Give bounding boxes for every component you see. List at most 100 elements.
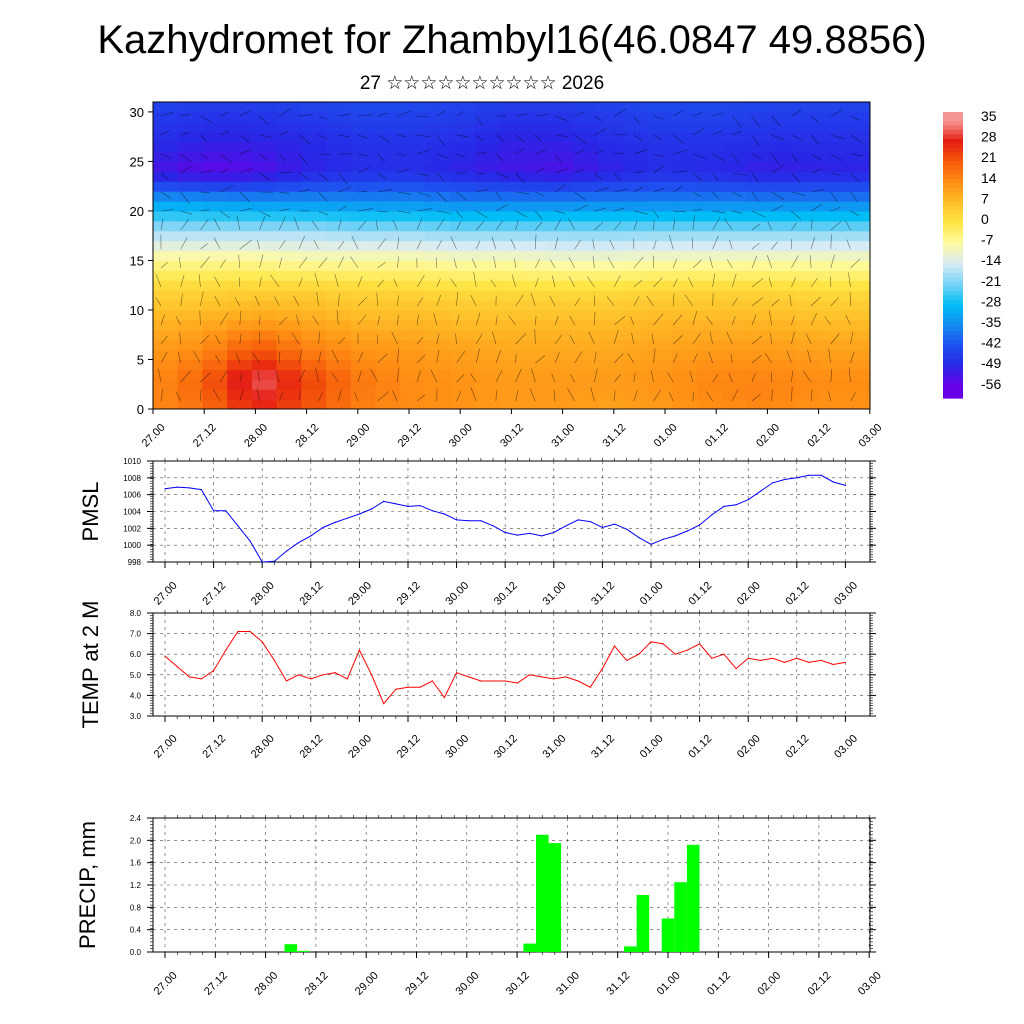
heatmap-cell bbox=[820, 191, 846, 202]
wind-vector bbox=[293, 295, 300, 307]
temp-point bbox=[686, 649, 689, 651]
wind-vector bbox=[828, 348, 832, 364]
heatmap-cell bbox=[375, 339, 401, 351]
heatmap-cell bbox=[573, 161, 599, 172]
wind-vector bbox=[850, 153, 863, 157]
heatmap-cell bbox=[474, 141, 500, 153]
heatmap-cell bbox=[177, 379, 204, 390]
heatmap-cell bbox=[499, 171, 525, 182]
heatmap-cell bbox=[672, 280, 698, 291]
heatmap-cell bbox=[202, 369, 228, 380]
prec-x-tick-label: 30.00 bbox=[454, 970, 482, 998]
wind-vector bbox=[554, 184, 566, 193]
heatmap-cell bbox=[474, 210, 500, 222]
colorbar-segment bbox=[943, 268, 963, 274]
heatmap-cell bbox=[375, 280, 401, 291]
heatmap-cell bbox=[622, 121, 649, 133]
wind-vector bbox=[569, 373, 575, 383]
wind-vector bbox=[751, 134, 760, 146]
heatmap-cell bbox=[771, 300, 797, 311]
wind-vector bbox=[416, 370, 421, 383]
heatmap-cell bbox=[153, 270, 179, 281]
wind-vector bbox=[554, 210, 566, 214]
chart-subtitle: 27 ☆☆☆☆☆☆☆☆☆☆ 2026 bbox=[359, 73, 605, 94]
wind-vector bbox=[712, 292, 714, 307]
colorbar-segment bbox=[943, 357, 963, 363]
heatmap-cell bbox=[746, 260, 772, 271]
pmsl-x-tick-label: 02.00 bbox=[735, 580, 763, 608]
temp-x-tick-label: 01.12 bbox=[686, 733, 714, 761]
colorbar-label: -35 bbox=[981, 314, 1001, 330]
wind-vector bbox=[416, 274, 425, 288]
heatmap-cell bbox=[276, 210, 302, 222]
heatmap-cell bbox=[499, 329, 525, 341]
pmsl-point bbox=[334, 521, 336, 524]
wind-vector bbox=[732, 115, 742, 128]
wind-vector bbox=[239, 134, 251, 143]
wind-vector bbox=[633, 134, 643, 141]
wind-vector bbox=[769, 310, 772, 326]
wind-vector bbox=[613, 108, 627, 117]
heatmap-cell bbox=[350, 359, 377, 370]
heatmap-cell bbox=[326, 399, 352, 409]
heatmap-cell bbox=[795, 240, 822, 252]
wind-vector bbox=[417, 115, 429, 118]
heatmap-cell bbox=[598, 250, 624, 262]
heatmap-cell bbox=[350, 161, 377, 172]
heatmap-cell bbox=[523, 131, 550, 143]
heatmap-cell bbox=[746, 161, 772, 172]
pmsl-y-tick-label: 1010 bbox=[123, 457, 141, 466]
heatmap-cell bbox=[375, 121, 401, 133]
wind-vector bbox=[475, 220, 485, 231]
heatmap-cell bbox=[622, 181, 649, 192]
heatmap-cell bbox=[177, 329, 204, 341]
pmsl-point bbox=[735, 504, 737, 506]
colorbar-segment bbox=[943, 371, 963, 377]
heatmap-cell bbox=[153, 151, 179, 163]
heatmap-cell bbox=[598, 300, 624, 311]
heatmap-cell bbox=[647, 379, 673, 390]
wind-vector bbox=[160, 111, 174, 117]
wind-vector bbox=[257, 239, 260, 250]
prec-x-tick-label: 29.12 bbox=[403, 970, 431, 998]
wind-vector bbox=[417, 208, 432, 212]
wind-vector bbox=[830, 172, 842, 176]
heatmap-cell bbox=[276, 329, 302, 341]
chart-title: Kazhydromet for Zhambyl16(46.0847 49.885… bbox=[97, 18, 927, 62]
wind-vector bbox=[554, 219, 561, 231]
temp-x-tick-label: 27.12 bbox=[200, 733, 228, 761]
heatmap-cell bbox=[721, 290, 747, 301]
wind-vector bbox=[515, 147, 526, 155]
colorbar-label: -28 bbox=[981, 293, 1001, 309]
heatmap-cell bbox=[746, 300, 772, 311]
wind-vector bbox=[609, 239, 615, 250]
wind-vector bbox=[219, 168, 229, 174]
heatmap-cell bbox=[598, 151, 624, 163]
precip-bar bbox=[297, 950, 310, 952]
wind-vector bbox=[436, 134, 445, 146]
heatmap-cell bbox=[548, 151, 574, 163]
heatmap-cell bbox=[301, 270, 327, 281]
heatmap-cell bbox=[375, 131, 401, 143]
wind-vector bbox=[673, 170, 687, 174]
heatmap-cell bbox=[350, 141, 377, 153]
heatmap-cell bbox=[795, 389, 822, 400]
temp-point bbox=[407, 686, 409, 688]
heatmap-cell bbox=[523, 349, 550, 361]
colorbar-segment bbox=[943, 156, 963, 162]
temp-point bbox=[711, 657, 713, 659]
heatmap-cell bbox=[548, 131, 574, 143]
wind-vector bbox=[397, 191, 412, 195]
colorbar-segment bbox=[943, 375, 963, 381]
heatmap-cell bbox=[276, 300, 302, 311]
heatmap-cell bbox=[721, 339, 747, 351]
wind-vector bbox=[259, 134, 272, 138]
pmsl-point bbox=[553, 531, 555, 534]
wind-vector bbox=[653, 277, 663, 288]
heatmap-cell bbox=[795, 161, 822, 172]
heatmap-cell bbox=[276, 240, 302, 252]
heatmap-cell bbox=[449, 151, 476, 163]
wind-vector bbox=[259, 315, 261, 326]
heatmap-cell bbox=[153, 210, 179, 222]
heatmap-cell bbox=[177, 300, 204, 311]
